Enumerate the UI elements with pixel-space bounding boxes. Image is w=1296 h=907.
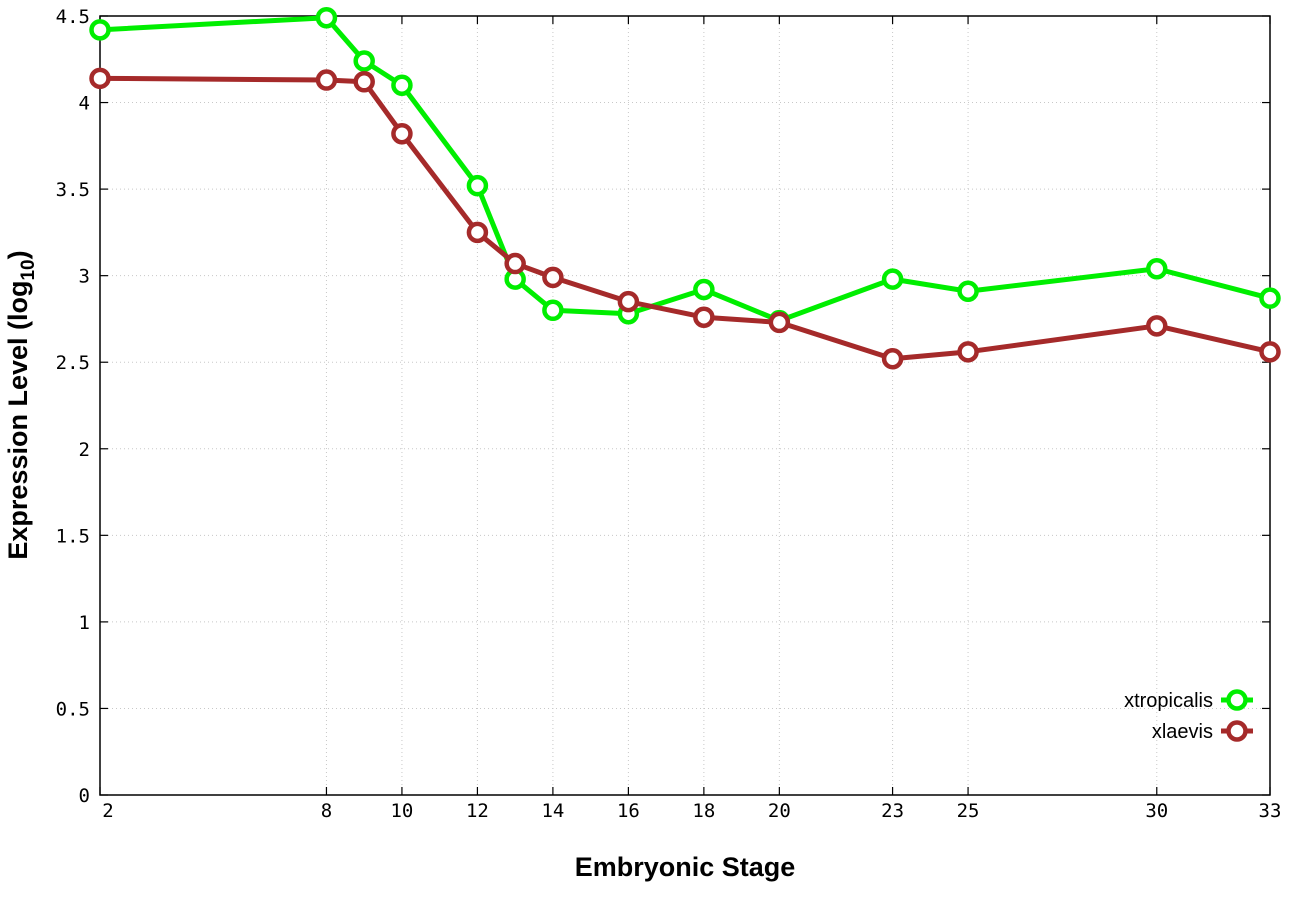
x-tick-label: 14	[541, 800, 564, 822]
data-point	[1259, 341, 1281, 363]
series-xlaevis	[89, 67, 1281, 370]
y-tick-label: 2	[79, 439, 90, 461]
legend-label: xtropicalis	[1124, 690, 1213, 712]
series-layer	[89, 6, 1281, 370]
y-tick-label: 0.5	[56, 698, 90, 720]
data-point	[391, 122, 413, 145]
data-point	[466, 221, 489, 244]
tick-layer: 0 0.5 1 1.5 2 2.5 3 3.5 4 4.5 2 8 10 12 14 16 18 20 23 25 30…	[56, 6, 1282, 822]
x-tick-label: 12	[466, 800, 489, 822]
y-tick-label: 1	[79, 612, 90, 634]
data-point	[315, 69, 338, 91]
data-point	[1259, 287, 1281, 309]
data-point	[542, 266, 564, 289]
data-point	[89, 19, 111, 41]
y-axis-title: Expression Level (log10)	[3, 250, 39, 559]
y-axis-title-close: )	[3, 250, 33, 259]
y-axis-title-subscript: 10	[18, 259, 39, 280]
series-xtropicalis	[89, 6, 1281, 332]
y-axis-title-main: Expression Level (log	[3, 281, 33, 560]
legend-label: xlaevis	[1152, 721, 1213, 743]
x-tick-label: 16	[617, 800, 640, 822]
data-point	[1146, 315, 1168, 337]
data-point	[353, 71, 375, 93]
data-point	[881, 348, 904, 370]
data-point	[353, 50, 375, 72]
y-tick-label: 4.5	[56, 6, 90, 28]
y-tick-label: 4	[79, 93, 90, 115]
y-tick-label: 1.5	[56, 525, 90, 547]
x-tick-label: 25	[957, 800, 980, 822]
x-tick-label: 8	[321, 800, 332, 822]
y-tick-label: 3.5	[56, 179, 90, 201]
y-tick-label: 2.5	[56, 352, 90, 374]
data-point	[881, 268, 904, 290]
x-tick-label: 20	[768, 800, 791, 822]
legend-item: xlaevis	[1152, 720, 1253, 743]
data-point	[466, 174, 489, 197]
legend-marker	[1226, 720, 1248, 742]
data-point	[315, 6, 338, 29]
legend: xtropicalis xlaevis	[1124, 689, 1253, 743]
data-point	[89, 67, 111, 90]
data-point	[957, 280, 979, 302]
data-point	[617, 290, 640, 313]
x-tick-label: 33	[1259, 800, 1282, 822]
x-tick-label: 23	[881, 800, 904, 822]
y-tick-label: 3	[79, 266, 90, 288]
grid-layer	[100, 16, 1270, 795]
series-line	[99, 75, 1271, 362]
x-axis-title: Embryonic Stage	[575, 852, 796, 882]
legend-item: xtropicalis	[1124, 689, 1253, 712]
legend-marker	[1226, 689, 1248, 711]
data-point	[1146, 257, 1168, 280]
data-point	[504, 252, 526, 275]
x-tick-label: 18	[692, 800, 715, 822]
plot-frame	[99, 15, 1271, 796]
x-tick-label: 30	[1145, 800, 1168, 822]
data-point	[391, 74, 413, 96]
x-tick-label: 10	[390, 800, 413, 822]
data-point	[693, 278, 715, 301]
data-point	[768, 311, 791, 334]
y-tick-label: 0	[79, 785, 90, 807]
data-point	[957, 341, 979, 363]
x-tick-label: 2	[102, 800, 113, 822]
data-point	[542, 299, 564, 322]
data-point	[693, 306, 715, 328]
